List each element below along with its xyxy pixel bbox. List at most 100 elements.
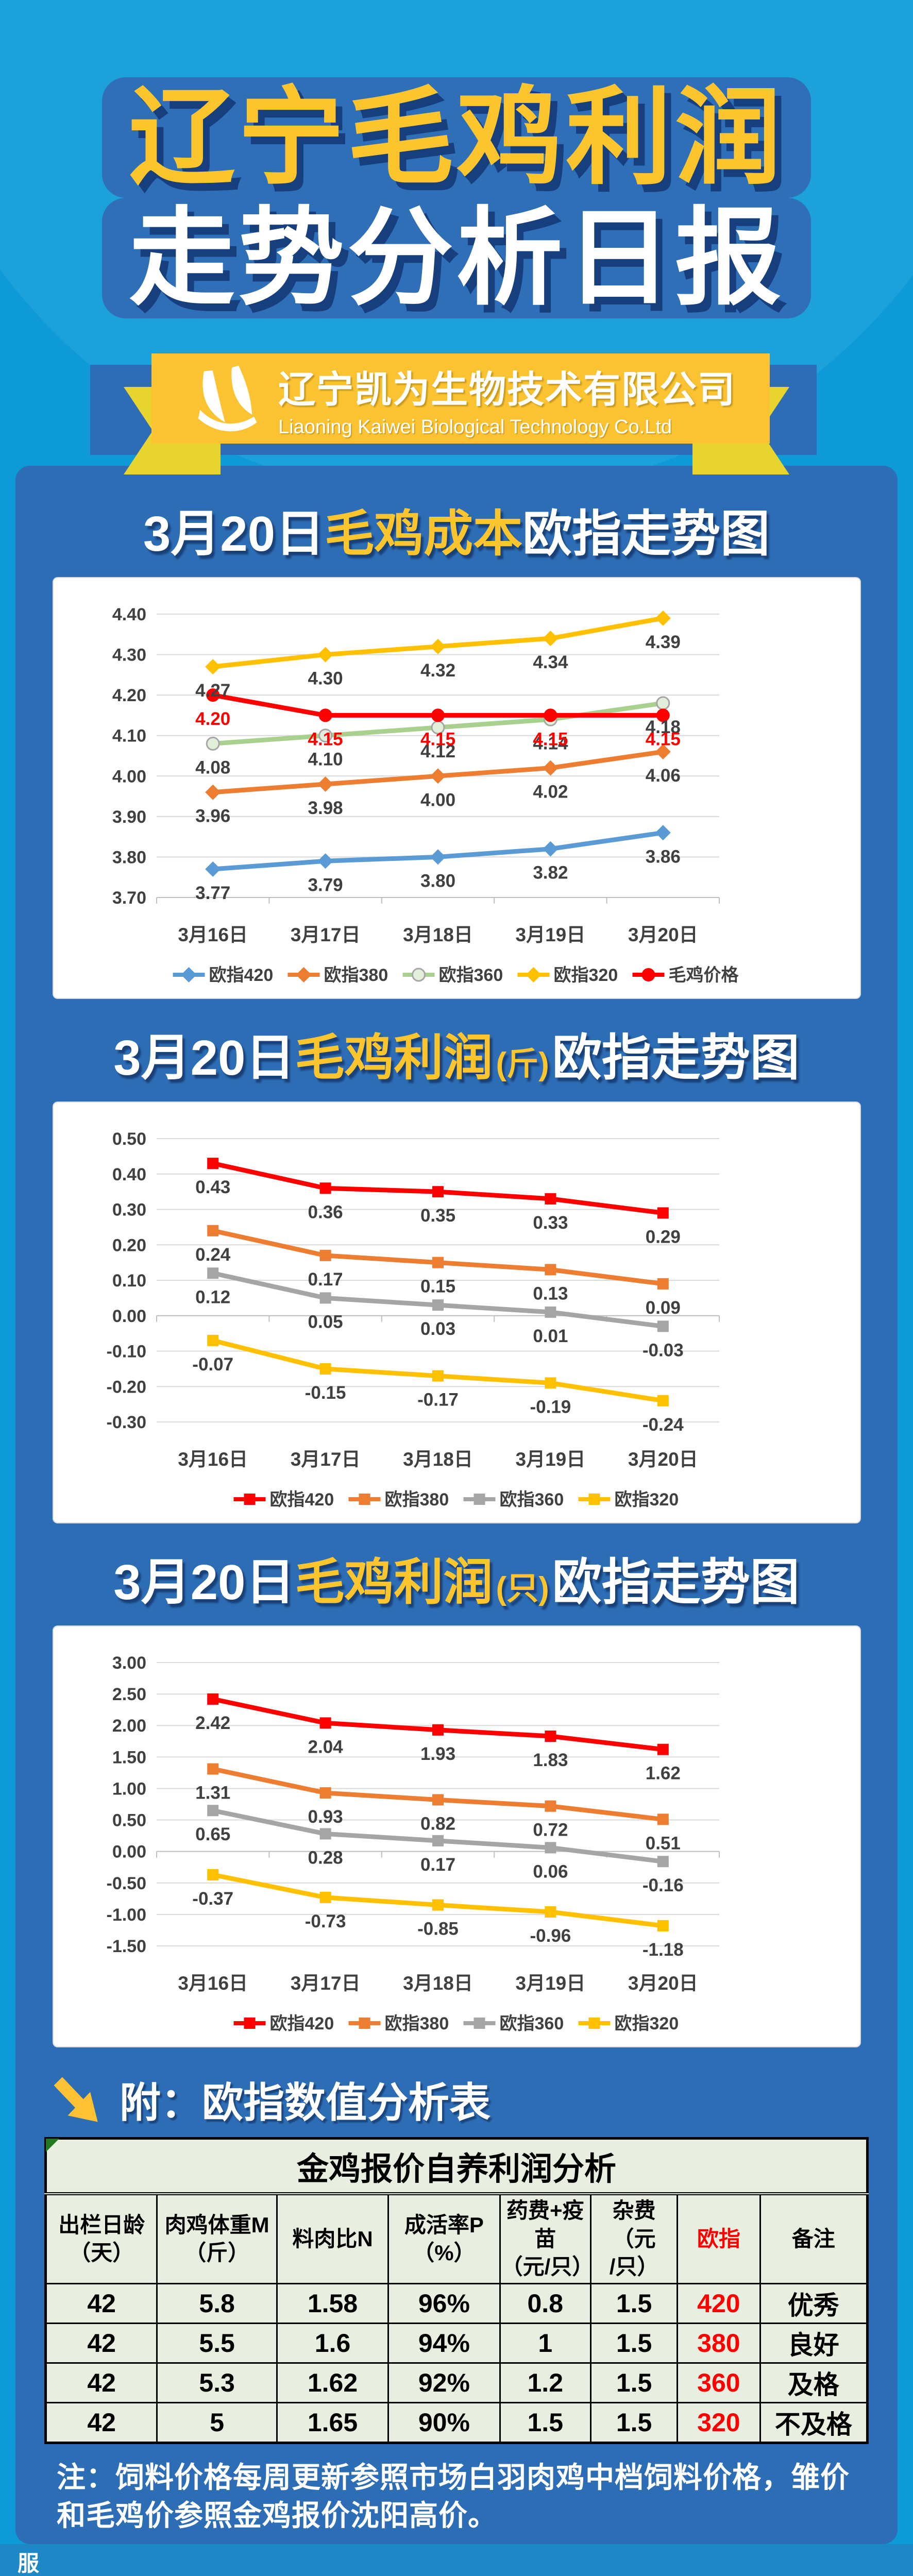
svg-text:欧指420: 欧指420 xyxy=(269,2014,334,2033)
main-panel: 3月20日毛鸡成本欧指走势图 4.40 4.30 4.20 4.10 4.00 3.90 3… xyxy=(15,466,898,2544)
svg-text:3.96: 3.96 xyxy=(195,806,230,826)
table-header-cell: 料肉比N xyxy=(276,2193,390,2285)
table-header-row: 出栏日龄 （天） 肉鸡体重M （斤） 料肉比N 成活率P （%） 药费+疫苗 （元/只）… xyxy=(44,2193,869,2285)
svg-text:4.12: 4.12 xyxy=(420,741,455,761)
svg-text:0.17: 0.17 xyxy=(420,1855,455,1875)
svg-text:-0.24: -0.24 xyxy=(642,1415,683,1435)
chart2-title-suffix: 欧指走势图 xyxy=(552,1030,800,1086)
chart2-title: 3月20日毛鸡利润(斤)欧指走势图 xyxy=(15,1024,898,1093)
svg-text:4.00: 4.00 xyxy=(112,767,146,787)
svg-text:1.00: 1.00 xyxy=(112,1780,146,1799)
phone-number: 13840641668 xyxy=(44,2565,408,2576)
svg-text:欧指420: 欧指420 xyxy=(209,965,273,985)
svg-text:0.00: 0.00 xyxy=(112,1842,146,1862)
svg-text:4.40: 4.40 xyxy=(112,605,146,624)
svg-text:0.50: 0.50 xyxy=(112,1811,146,1831)
svg-text:0.15: 0.15 xyxy=(420,1276,455,1296)
table-cell: 优秀 xyxy=(759,2283,869,2325)
svg-text:1.62: 1.62 xyxy=(645,1764,680,1784)
svg-text:4.20: 4.20 xyxy=(112,686,146,706)
svg-text:欧指360: 欧指360 xyxy=(499,2014,564,2033)
svg-text:3.80: 3.80 xyxy=(112,848,146,868)
svg-text:3月18日: 3月18日 xyxy=(403,924,473,945)
line-chart-profit-jin: 0.50 0.40 0.30 0.20 0.10 0.00 -0.10 -0.20 -0.30 3… xyxy=(54,1103,860,1522)
table-cell: 94% xyxy=(387,2323,501,2364)
line-chart-svg: 3.00 2.50 2.00 1.50 1.00 0.50 0.00 -0.50 -1.00 -1… xyxy=(106,1653,720,2033)
svg-text:4.39: 4.39 xyxy=(645,632,680,652)
svg-text:3.79: 3.79 xyxy=(308,875,343,895)
table-cell: 1 xyxy=(499,2323,591,2364)
main-title-line1-text: 辽宁毛鸡利润 xyxy=(128,78,784,197)
table-corner-marker xyxy=(46,2139,59,2153)
chart1-card: 4.40 4.30 4.20 4.10 4.00 3.90 3.80 3.70 3月16日 3月1… xyxy=(53,578,860,998)
svg-text:4.20: 4.20 xyxy=(195,709,230,730)
svg-text:0.20: 0.20 xyxy=(112,1235,146,1255)
svg-text:0.93: 0.93 xyxy=(308,1807,343,1827)
table-cell: 及格 xyxy=(759,2362,869,2404)
svg-text:欧指380: 欧指380 xyxy=(324,965,388,985)
table-cell: 1.5 xyxy=(499,2402,591,2444)
svg-text:0.29: 0.29 xyxy=(645,1227,680,1247)
svg-text:欧指360: 欧指360 xyxy=(499,1490,564,1510)
table-cell: 5.3 xyxy=(156,2362,278,2404)
svg-text:3.98: 3.98 xyxy=(308,798,343,818)
table-header-cell: 杂费（元 /只） xyxy=(589,2193,679,2285)
table-cell: 90% xyxy=(387,2402,501,2444)
chart3-title-highlight: 毛鸡利润 xyxy=(295,1554,493,1610)
table-row: 42 5.3 1.62 92% 1.2 1.5 360 及格 xyxy=(44,2362,869,2404)
svg-text:欧指380: 欧指380 xyxy=(384,2014,449,2033)
table-cell: 1.62 xyxy=(276,2362,390,2404)
table-row: 42 5 1.65 90% 1.5 1.5 320 不及格 xyxy=(44,2402,869,2444)
svg-text:3月17日: 3月17日 xyxy=(290,924,360,945)
table-title-row: 金鸡报价自养利润分析 xyxy=(45,2138,868,2196)
svg-text:0.03: 0.03 xyxy=(420,1319,455,1339)
svg-text:-0.20: -0.20 xyxy=(106,1377,146,1397)
svg-text:3月19日: 3月19日 xyxy=(515,924,585,945)
svg-text:3月19日: 3月19日 xyxy=(515,1449,585,1470)
svg-text:1.31: 1.31 xyxy=(195,1783,230,1803)
address-label: 公司地址： xyxy=(426,2571,913,2576)
table-cell: 92% xyxy=(387,2362,501,2404)
svg-text:3.77: 3.77 xyxy=(195,883,230,903)
company-name-en: Liaoning Kaiwei Biological Technology Co… xyxy=(278,416,672,438)
line-chart-cost: 4.40 4.30 4.20 4.10 4.00 3.90 3.80 3.70 3月16日 3月1… xyxy=(54,578,860,998)
table-header-cell: 出栏日龄 （天） xyxy=(44,2193,158,2285)
table-header-cell: 欧指 xyxy=(677,2193,761,2285)
table-cell: 1.58 xyxy=(276,2283,390,2325)
svg-text:4.10: 4.10 xyxy=(308,750,343,770)
svg-text:-0.07: -0.07 xyxy=(192,1354,233,1375)
main-title-line2: 走势分析日报 xyxy=(102,198,811,318)
svg-text:3月20日: 3月20日 xyxy=(628,1973,698,1994)
table-header-cell: 肉鸡体重M （斤） xyxy=(156,2193,278,2285)
svg-text:欧指320: 欧指320 xyxy=(614,2014,679,2033)
svg-text:0.82: 0.82 xyxy=(420,1814,455,1834)
svg-text:-0.96: -0.96 xyxy=(530,1926,571,1946)
svg-text:4.27: 4.27 xyxy=(195,681,230,701)
chart1-title-suffix: 欧指走势图 xyxy=(522,506,770,562)
svg-text:3月18日: 3月18日 xyxy=(403,1973,473,1994)
chart2-title-date: 3月20日 xyxy=(113,1030,295,1086)
svg-text:0.06: 0.06 xyxy=(533,1862,568,1882)
chart2-card: 0.50 0.40 0.30 0.20 0.10 0.00 -0.10 -0.20 -0.30 3… xyxy=(53,1102,860,1522)
svg-text:欧指320: 欧指320 xyxy=(553,965,618,985)
svg-text:-0.15: -0.15 xyxy=(305,1383,346,1403)
svg-text:3月16日: 3月16日 xyxy=(178,924,248,945)
table-row: 42 5.8 1.58 96% 0.8 1.5 420 优秀 xyxy=(44,2283,869,2325)
table-cell: 1.65 xyxy=(276,2402,390,2444)
chart-section-cost: 3月20日毛鸡成本欧指走势图 4.40 4.30 4.20 4.10 4.00 3.90 3… xyxy=(15,500,898,998)
table-cell: 96% xyxy=(387,2283,501,2325)
chart1-title-date: 3月20日 xyxy=(143,506,325,562)
svg-text:3月20日: 3月20日 xyxy=(628,924,698,945)
svg-text:3月16日: 3月16日 xyxy=(178,1449,248,1470)
svg-text:0.40: 0.40 xyxy=(112,1165,146,1184)
svg-text:0.65: 0.65 xyxy=(195,1824,230,1844)
svg-text:3.86: 3.86 xyxy=(645,847,680,867)
chart3-title-unit: (只) xyxy=(496,1570,549,1606)
svg-text:4.00: 4.00 xyxy=(420,790,455,810)
company-logo-icon xyxy=(198,365,257,431)
svg-text:4.15: 4.15 xyxy=(308,730,343,750)
svg-text:-0.37: -0.37 xyxy=(192,1889,233,1909)
table-cell: 420 xyxy=(677,2283,761,2325)
company-text: 辽宁凯为生物技术有限公司 Liaoning Kaiwei Biological … xyxy=(278,359,736,438)
